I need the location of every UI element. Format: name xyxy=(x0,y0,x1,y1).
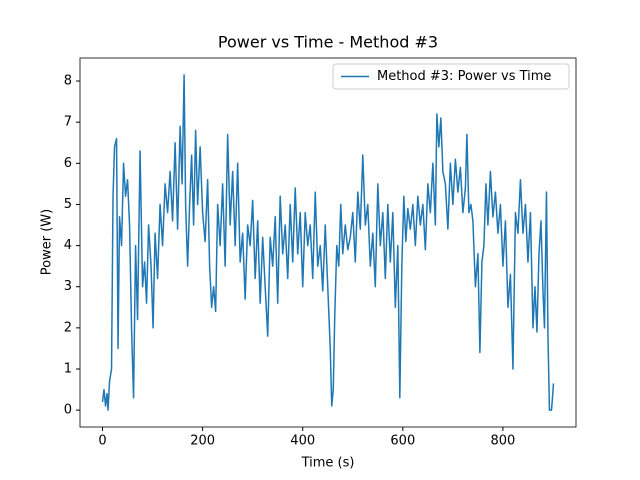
y-tick-label: 7 xyxy=(64,115,72,130)
y-tick-label: 4 xyxy=(64,238,72,253)
y-tick-label: 2 xyxy=(64,320,72,335)
x-tick-label: 200 xyxy=(190,434,215,449)
x-axis-label: Time (s) xyxy=(301,456,355,471)
y-tick-label: 1 xyxy=(64,361,72,376)
y-axis-label: Power (W) xyxy=(40,209,55,275)
y-tick-label: 8 xyxy=(64,74,72,89)
data-line xyxy=(101,74,555,411)
y-tick-label: 5 xyxy=(64,197,72,212)
legend-box xyxy=(332,63,570,90)
x-tick-label: 800 xyxy=(491,434,516,449)
x-tick-label: 400 xyxy=(290,434,315,449)
chart-title: Power vs Time - Method #3 xyxy=(218,33,438,52)
axes-frame xyxy=(79,57,577,428)
x-tick-label: 600 xyxy=(390,434,415,449)
y-tick-label: 6 xyxy=(64,156,72,171)
x-tick-label: 0 xyxy=(98,434,106,449)
y-tick-label: 0 xyxy=(64,403,72,418)
y-tick-label: 3 xyxy=(64,279,72,294)
legend-label: Method #3: Power vs Time xyxy=(377,69,551,84)
